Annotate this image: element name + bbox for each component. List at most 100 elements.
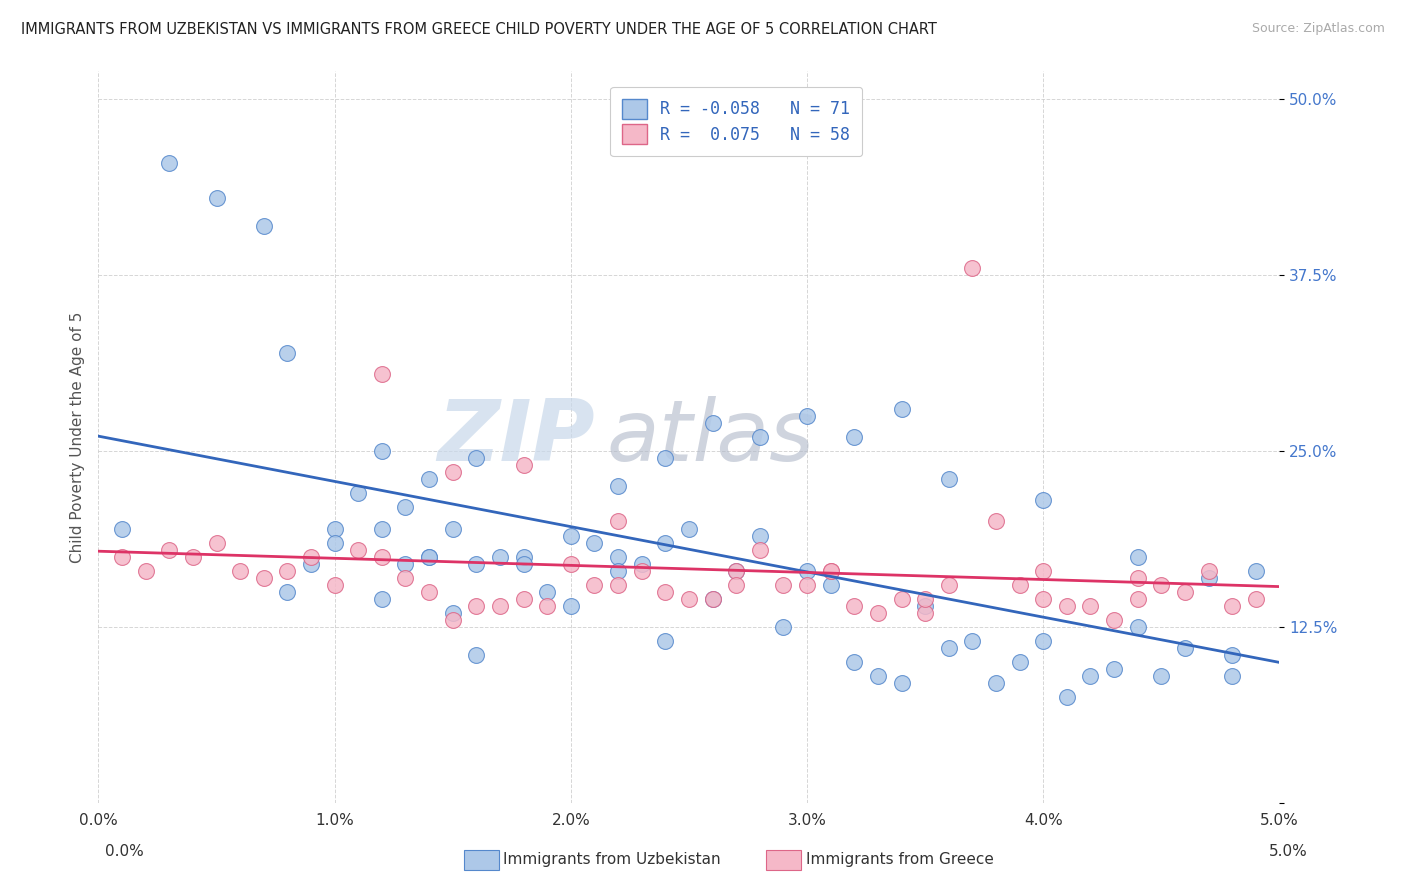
Point	[607, 515, 630, 529]
Point	[1102, 613, 1125, 627]
Point	[1056, 599, 1078, 613]
Point	[820, 578, 842, 592]
Point	[890, 676, 912, 690]
Point	[441, 613, 464, 627]
Point	[560, 599, 582, 613]
Point	[135, 564, 157, 578]
Point	[253, 571, 276, 585]
Point	[583, 578, 606, 592]
Point	[512, 557, 534, 571]
Point	[1220, 648, 1243, 662]
Point	[772, 620, 794, 634]
Point	[1032, 591, 1054, 606]
Point	[1174, 584, 1197, 599]
Point	[465, 648, 488, 662]
Point	[276, 584, 298, 599]
Point	[299, 549, 322, 564]
Point	[607, 564, 630, 578]
Point	[111, 549, 134, 564]
Point	[347, 486, 370, 500]
Point	[489, 549, 512, 564]
Point	[253, 219, 276, 233]
Point	[678, 521, 700, 535]
Point	[1198, 571, 1220, 585]
Text: ZIP: ZIP	[437, 395, 595, 479]
Text: IMMIGRANTS FROM UZBEKISTAN VS IMMIGRANTS FROM GREECE CHILD POVERTY UNDER THE AGE: IMMIGRANTS FROM UZBEKISTAN VS IMMIGRANTS…	[21, 22, 936, 37]
Point	[890, 591, 912, 606]
Point	[323, 535, 346, 549]
Point	[1150, 578, 1173, 592]
Point	[938, 641, 960, 656]
Point	[1174, 641, 1197, 656]
Point	[1220, 669, 1243, 683]
Point	[371, 367, 394, 381]
Point	[654, 451, 676, 466]
Point	[748, 528, 770, 542]
Point	[654, 584, 676, 599]
Point	[1032, 564, 1054, 578]
Point	[962, 634, 984, 648]
Point	[772, 578, 794, 592]
Point	[748, 542, 770, 557]
Point	[844, 655, 866, 669]
Point	[1056, 690, 1078, 705]
Point	[984, 676, 1007, 690]
Point	[1102, 662, 1125, 676]
Point	[844, 599, 866, 613]
Point	[394, 557, 416, 571]
Point	[1080, 669, 1102, 683]
Point	[205, 191, 228, 205]
Point	[512, 458, 534, 473]
Point	[465, 599, 488, 613]
Point	[725, 578, 748, 592]
Text: Source: ZipAtlas.com: Source: ZipAtlas.com	[1251, 22, 1385, 36]
Point	[465, 557, 488, 571]
Point	[914, 591, 936, 606]
Point	[512, 591, 534, 606]
Point	[371, 591, 394, 606]
Point	[654, 535, 676, 549]
Point	[1244, 591, 1267, 606]
Point	[938, 472, 960, 486]
Point	[702, 591, 724, 606]
Point	[984, 515, 1007, 529]
Point	[1032, 634, 1054, 648]
Point	[866, 606, 889, 620]
Point	[820, 564, 842, 578]
Point	[820, 564, 842, 578]
Point	[678, 591, 700, 606]
Point	[725, 564, 748, 578]
Point	[962, 261, 984, 276]
Point	[607, 549, 630, 564]
Point	[441, 465, 464, 479]
Point	[1008, 578, 1031, 592]
Text: 0.0%: 0.0%	[105, 845, 145, 859]
Text: 5.0%: 5.0%	[1268, 845, 1308, 859]
Point	[157, 542, 180, 557]
Point	[560, 528, 582, 542]
Point	[1126, 549, 1149, 564]
Point	[560, 557, 582, 571]
Point	[418, 549, 440, 564]
Point	[276, 345, 298, 359]
Point	[1008, 655, 1031, 669]
Point	[702, 416, 724, 430]
Point	[394, 500, 416, 515]
Point	[796, 564, 818, 578]
Point	[371, 521, 394, 535]
Point	[157, 156, 180, 170]
Point	[371, 549, 394, 564]
Point	[181, 549, 204, 564]
Point	[276, 564, 298, 578]
Point	[536, 599, 558, 613]
Point	[1032, 493, 1054, 508]
Point	[866, 669, 889, 683]
Point	[1126, 571, 1149, 585]
Point	[394, 571, 416, 585]
Point	[796, 409, 818, 423]
Point	[1126, 620, 1149, 634]
Point	[441, 521, 464, 535]
Point	[489, 599, 512, 613]
Point	[465, 451, 488, 466]
Point	[1126, 591, 1149, 606]
